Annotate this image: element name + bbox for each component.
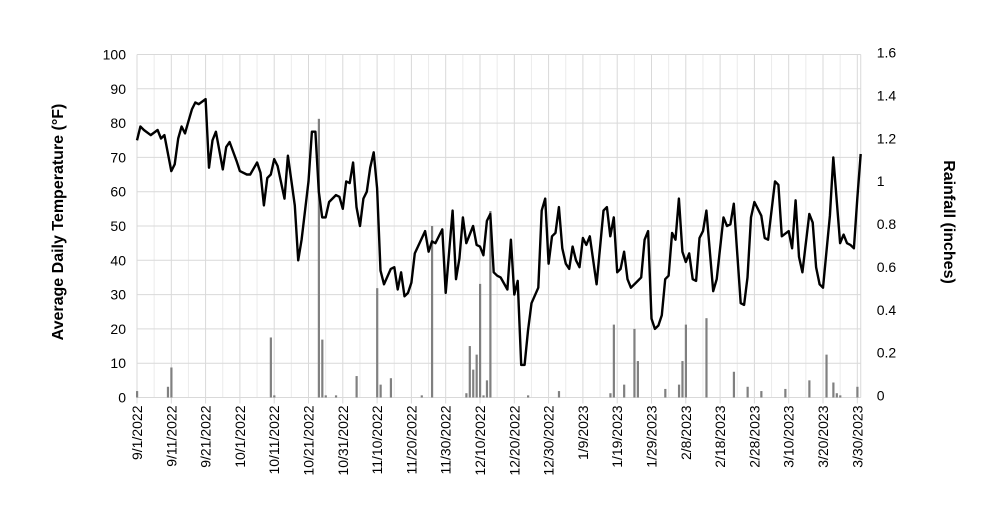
right-y-tick-label: 1.6 <box>877 45 897 61</box>
rainfall-bar <box>170 367 173 398</box>
temperature-line-group <box>135 97 862 367</box>
left-y-axis-title: Average Daily Temperature (°F) <box>50 104 67 341</box>
rainfall-bar <box>334 395 338 398</box>
x-tick-label: 12/10/2022 <box>472 405 488 475</box>
left-y-tick-label: 90 <box>110 81 126 97</box>
rainfall-bar <box>379 384 382 398</box>
x-tick-label: 3/10/2023 <box>781 405 797 467</box>
right-y-tick-label: 0 <box>877 388 885 404</box>
left-y-tick-label: 10 <box>110 355 126 371</box>
left-y-tick-label: 100 <box>103 47 127 63</box>
rainfall-bar <box>321 339 324 398</box>
rainfall-bar <box>482 395 485 398</box>
rainfall-bar <box>746 386 749 398</box>
gridlines <box>136 54 862 404</box>
x-tick-label: 9/21/2022 <box>198 405 214 467</box>
x-tick-label: 10/11/2022 <box>266 405 282 474</box>
left-y-tick-label: 50 <box>110 218 126 234</box>
rainfall-bar <box>825 354 828 398</box>
x-tick-label: 2/18/2023 <box>712 405 728 467</box>
left-y-tick-label: 70 <box>110 149 126 165</box>
rainfall-bar <box>317 118 320 398</box>
x-tick-label: 9/1/2022 <box>129 405 145 460</box>
rainfall-bar <box>839 395 842 398</box>
rainfall-bar <box>389 378 393 398</box>
rainfall-bar <box>430 226 434 398</box>
right-y-tick-label: 0.4 <box>877 302 897 318</box>
left-y-tick-label: 30 <box>110 287 126 303</box>
rainfall-bar <box>485 380 489 398</box>
temperature-line <box>135 97 862 367</box>
rainfall-bar <box>136 391 139 398</box>
x-tick-label: 12/20/2022 <box>506 405 522 475</box>
rainfall-bar <box>832 382 835 398</box>
x-tick-label: 11/30/2022 <box>438 405 454 474</box>
left-y-tick-label: 60 <box>110 184 126 200</box>
rainfall-bar <box>355 376 358 398</box>
right-y-axis-title: Rainfall (inches) <box>940 160 957 284</box>
x-tick-label: 10/21/2022 <box>301 405 317 475</box>
rainfall-bar <box>856 386 859 398</box>
x-tick-label: 11/10/2022 <box>369 405 385 474</box>
x-tick-label: 10/31/2022 <box>335 405 351 475</box>
rainfall-bar <box>784 388 787 398</box>
left-y-tick-label: 80 <box>110 115 126 131</box>
rainfall-bar <box>732 371 736 398</box>
x-tick-label: 10/1/2022 <box>232 405 248 467</box>
rainfall-bar <box>808 380 811 398</box>
right-y-tick-label: 0.2 <box>877 345 897 361</box>
rainfall-bar <box>376 288 379 398</box>
rainfall-bar <box>835 393 838 398</box>
x-tick-label: 12/30/2022 <box>541 405 557 475</box>
right-y-tick-label: 0.8 <box>877 216 897 232</box>
left-y-tick-label: 0 <box>118 390 126 406</box>
right-y-tick-label: 0.6 <box>877 259 897 275</box>
rainfall-bar <box>475 354 478 398</box>
right-y-axis-ticks: 0 0.2 0.4 0.6 0.8 1 1.2 1.4 1.6 <box>877 45 897 404</box>
rainfall-bar <box>273 395 276 398</box>
rainfall-bar <box>760 391 763 398</box>
rainfall-bar <box>623 384 626 398</box>
rainfall-bar <box>612 324 615 398</box>
rainfall-bar <box>684 324 687 398</box>
x-tick-label: 3/20/2023 <box>815 405 831 467</box>
rainfall-bar <box>677 384 681 398</box>
left-y-tick-label: 40 <box>110 252 126 268</box>
rainfall-bar <box>633 328 636 398</box>
x-tick-label: 1/9/2023 <box>575 405 591 460</box>
right-y-tick-label: 1.2 <box>877 130 897 146</box>
left-y-tick-label: 20 <box>110 321 126 337</box>
rainfall-bar <box>269 337 272 398</box>
rainfall-bar <box>166 386 170 398</box>
rainfall-bar <box>479 283 482 398</box>
rainfall-bar <box>705 318 708 398</box>
x-axis-ticks: 9/1/2022 9/11/2022 9/21/2022 10/1/2022 10/11… <box>129 405 865 475</box>
rainfall-bar <box>664 388 667 398</box>
x-tick-label: 11/20/2022 <box>403 405 419 474</box>
rainfall-bars <box>136 118 859 398</box>
rainfall-bar <box>636 361 639 398</box>
x-tick-label: 3/30/2023 <box>849 405 865 467</box>
rainfall-bar <box>557 391 561 398</box>
x-tick-label: 2/8/2023 <box>678 405 694 460</box>
x-tick-label: 9/11/2022 <box>163 405 179 466</box>
x-tick-label: 1/29/2023 <box>644 405 660 467</box>
rainfall-bar <box>609 393 612 398</box>
rainfall-bar <box>420 395 423 398</box>
right-y-tick-label: 1 <box>877 173 885 189</box>
x-tick-label: 1/19/2023 <box>609 405 625 467</box>
left-y-axis-ticks: 0 10 20 30 40 50 60 70 80 90 100 <box>103 47 127 406</box>
right-y-tick-label: 1.4 <box>877 87 897 103</box>
rainfall-bar <box>324 395 327 398</box>
x-tick-label: 2/28/2023 <box>746 405 762 467</box>
rainfall-bar <box>468 346 471 398</box>
rainfall-bar <box>527 395 530 398</box>
rainfall-bar <box>681 361 684 398</box>
rainfall-bar <box>472 369 475 398</box>
rainfall-bar <box>489 210 492 398</box>
rainfall-bar <box>465 393 468 398</box>
